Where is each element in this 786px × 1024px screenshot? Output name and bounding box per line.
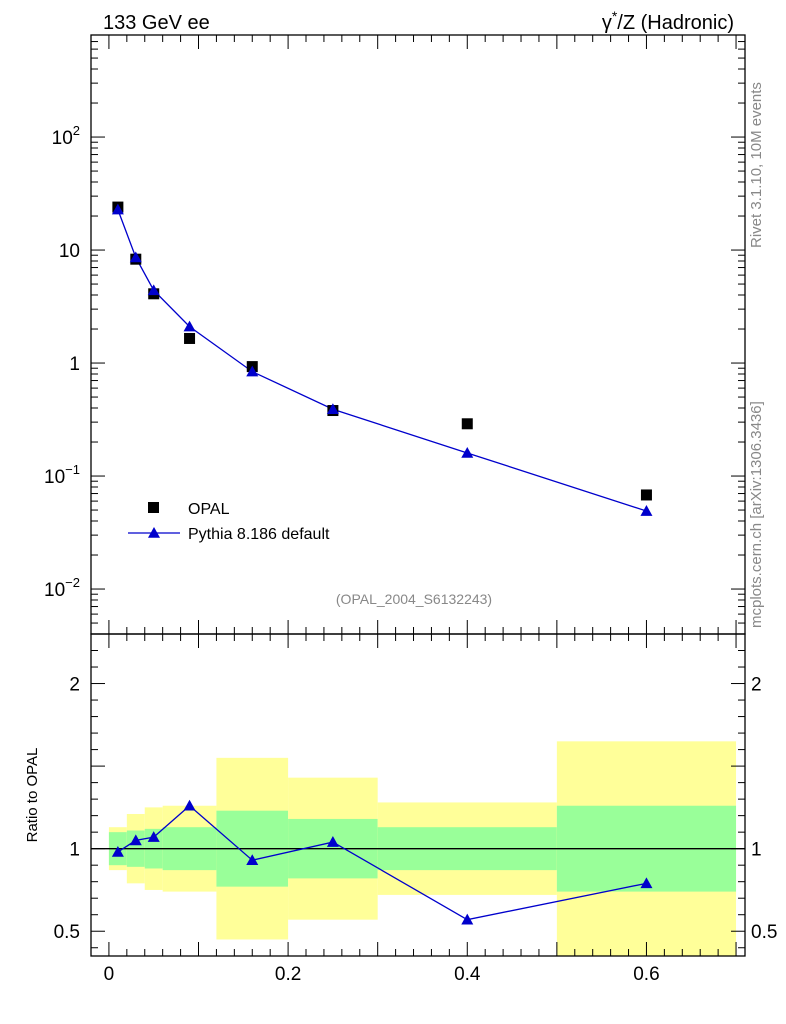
- analysis-id-label: (OPAL_2004_S6132243): [336, 591, 492, 607]
- ratio-y-tick-label-right-0: 0.5: [751, 922, 777, 943]
- main-y-tick-label-base: 1: [69, 354, 80, 375]
- legend-mc-label: Pythia 8.186 default: [188, 526, 330, 543]
- main-y-tick-label-4: 102: [52, 123, 80, 149]
- legend-data-label: OPAL: [188, 501, 230, 518]
- main-y-tick-label-exp: −2: [65, 575, 80, 590]
- ratio-series: [111, 799, 653, 925]
- mc-point-4: [246, 365, 259, 377]
- mc-ratio-point-7: [640, 877, 653, 889]
- mc-ratio-point-5: [326, 836, 339, 847]
- data-point-6: [461, 418, 473, 430]
- process-label-base: γ: [602, 12, 612, 34]
- main-y-tick-label-1: 10−1: [44, 462, 80, 488]
- main-y-tick-label-base: 10: [44, 580, 65, 601]
- process-label: γ*/Z (Hadronic): [602, 8, 734, 34]
- mc-point-1: [129, 251, 142, 263]
- mc-ratio-point-3: [183, 799, 196, 811]
- ratio-frame: 0 0.2 0.4 0.6 0.5 0.5 1 1 2 2: [54, 633, 777, 985]
- legend: OPAL Pythia 8.186 default: [128, 501, 330, 543]
- main-y-tick-label-base: 10: [44, 467, 65, 488]
- mc-point-7: [640, 505, 653, 516]
- ratio-y-tick-label-left-0: 0.5: [54, 922, 80, 943]
- mc-ratio-point-4: [246, 854, 259, 866]
- data-point-3: [184, 332, 196, 344]
- mc-ratio-point-6: [461, 913, 474, 925]
- process-label-sup: *: [612, 8, 618, 24]
- ratio-y-tick-label-right-2: 2: [751, 675, 762, 696]
- mc-point-3: [183, 320, 196, 332]
- ratio-y-label: Ratio to OPAL: [24, 748, 41, 843]
- mc-ratio-point-2: [147, 831, 160, 842]
- ratio-frame-box: [90, 633, 746, 957]
- legend-data-marker: [148, 502, 159, 513]
- mc-point-6: [461, 446, 474, 458]
- mcplots-label: mcplots.cern.ch [arXiv:1306.3436]: [748, 401, 765, 628]
- rivet-version-label: Rivet 3.1.10, 10M events: [748, 82, 765, 248]
- ratio-y-tick-label-left-2: 2: [69, 675, 80, 696]
- process-label-rest: /Z (Hadronic): [617, 12, 734, 34]
- mc-ratio-point-0: [111, 845, 124, 857]
- mc-point-0: [111, 203, 124, 215]
- data-point-7: [640, 489, 652, 501]
- main-y-tick-label-0: 10−2: [44, 575, 80, 601]
- mc-point-5: [326, 403, 339, 415]
- ratio-y-tick-label-right-1: 1: [751, 840, 762, 861]
- x-tick-label-3: 0.6: [633, 964, 659, 985]
- mc-ratio-point-1: [129, 834, 142, 846]
- x-tick-label-0: 0: [104, 964, 115, 985]
- main-series: [111, 201, 653, 516]
- legend-mc-marker: [148, 527, 160, 538]
- ratio-y-tick-label-left-1: 1: [69, 840, 80, 861]
- x-tick-label-1: 0.2: [275, 964, 301, 985]
- x-tick-label-2: 0.4: [454, 964, 481, 985]
- main-y-tick-label-3: 10: [59, 241, 80, 262]
- main-y-tick-label-base: 10: [52, 128, 73, 149]
- mc-point-2: [147, 284, 160, 296]
- main-y-tick-label-base: 10: [59, 241, 80, 262]
- mc-line: [117, 209, 647, 512]
- main-y-tick-label-exp: 2: [73, 123, 80, 138]
- main-y-tick-label-2: 1: [69, 354, 80, 375]
- chart-title: 133 GeV ee: [103, 12, 210, 34]
- main-y-tick-label-exp: −1: [65, 462, 80, 477]
